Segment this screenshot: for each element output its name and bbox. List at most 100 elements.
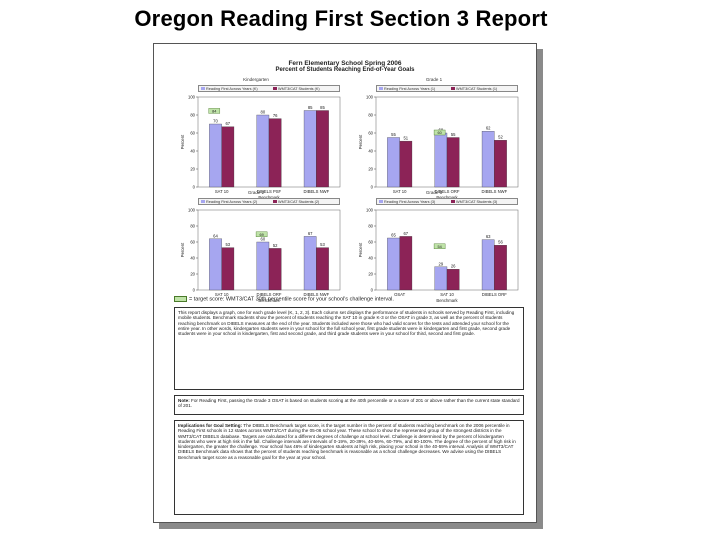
legend-swatch [379, 87, 383, 90]
legend-item-prior: Reading First Across Years (K) [201, 87, 258, 91]
y-tick-label: 20 [368, 167, 373, 172]
legend-swatch [451, 87, 455, 90]
implications-label: Implications for Goal Setting: [178, 423, 243, 428]
chart-legend: Reading First Across Years (K) WMT3/CAT … [198, 85, 340, 92]
legend-swatch [379, 200, 383, 203]
target-marker [255, 231, 268, 237]
legend-label: WMT3/CAT Students (2) [278, 199, 320, 204]
bar-value-label: 64 [213, 233, 218, 238]
bar [434, 266, 448, 291]
y-tick-label: 0 [193, 288, 196, 293]
bar [481, 239, 495, 291]
bar-value-label: 53 [225, 242, 230, 247]
bar [494, 245, 507, 291]
bar-value-label: 85 [308, 105, 313, 110]
bar [446, 137, 460, 188]
bar-chart: 0 20 40 60 80 100 Percent 64 53 SAT 10 60 52 69 DIBEL… [180, 208, 341, 303]
description-text: This report displays a graph, one for ea… [178, 310, 515, 337]
x-tick-label: SAT 10 [440, 292, 454, 297]
x-tick-label: DIBELS ORF [435, 189, 460, 194]
y-tick-label: 20 [190, 167, 195, 172]
legend-label: Reading First Across Years (2) [206, 199, 258, 204]
x-tick-label: SAT 10 [215, 189, 229, 194]
y-tick-label: 20 [368, 272, 373, 277]
y-tick-label: 100 [366, 208, 374, 213]
target-marker [433, 129, 446, 136]
bar-value-label: 85 [320, 105, 325, 110]
chart-panel-grade3: Grade 3 Reading First Across Years (3) W… [346, 190, 522, 320]
bar [256, 241, 270, 291]
target-value-label: 54 [437, 245, 441, 249]
bar-value-label: 63 [486, 234, 491, 239]
legend-item-prior: Reading First Across Years (1) [379, 87, 435, 91]
bar [399, 236, 413, 291]
chart-panel-kindergarten: Kindergarten Reading First Across Years … [168, 77, 344, 207]
bar [303, 236, 317, 291]
bar [399, 140, 413, 188]
bar-value-label: 51 [403, 136, 408, 141]
panel-title: Grade 2 [247, 190, 265, 195]
y-tick-label: 40 [368, 256, 373, 261]
legend-item-current: WMT3/CAT Students (1) [451, 87, 497, 91]
target-swatch [174, 296, 187, 302]
bar-value-label: 55 [391, 132, 396, 137]
report-document: Fern Elementary School Spring 2006 Perce… [153, 43, 537, 523]
legend-swatch [201, 87, 205, 90]
bar [268, 118, 282, 188]
legend-item-current: WMT3/CAT Students (3) [451, 200, 497, 204]
implications-box: Implications for Goal Setting: The DIBEL… [174, 420, 524, 515]
x-axis-label: Benchmark [258, 195, 280, 200]
target-marker [208, 108, 221, 114]
bar [209, 123, 222, 188]
bar [316, 110, 329, 188]
x-tick-label: DIBELS NWF [304, 292, 330, 297]
y-tick-label: 40 [368, 149, 373, 154]
bar-value-label: 29 [439, 261, 444, 266]
y-axis-label: Percent [358, 134, 363, 149]
bar [221, 247, 235, 291]
bar-value-label: 80 [261, 110, 266, 115]
legend-item-prior: Reading First Across Years (3) [379, 200, 435, 204]
chart-legend: Reading First Across Years (2) WMT3/CAT … [198, 198, 340, 205]
y-tick-label: 60 [190, 240, 195, 245]
bar-value-label: 67 [308, 231, 313, 236]
legend-swatch [201, 200, 205, 203]
legend-swatch [451, 200, 455, 203]
bar-value-label: 70 [213, 119, 218, 124]
y-tick-label: 100 [188, 208, 196, 213]
target-legend-text: = target score: WMT3/CAT 30th percentile… [189, 296, 394, 303]
bar [446, 269, 460, 291]
note-box: Note: For Reading First, passing the Gra… [174, 395, 524, 415]
x-tick-label: DIBELS NWF [482, 189, 508, 194]
bar [303, 110, 317, 188]
report-heading: Fern Elementary School Spring 2006 [288, 60, 402, 67]
target-value-label: 84 [212, 109, 216, 113]
legend-label: WMT3/CAT Students (K) [278, 86, 320, 91]
y-tick-label: 40 [190, 149, 195, 154]
x-tick-label: DIBELS ORF [482, 292, 507, 297]
legend-label: WMT3/CAT Students (1) [456, 86, 498, 91]
y-tick-label: 60 [368, 131, 373, 136]
y-tick-label: 100 [188, 95, 196, 100]
bar-value-label: 52 [273, 243, 278, 248]
y-axis-label: Percent [180, 134, 185, 149]
bar [209, 238, 222, 291]
chart-legend: Reading First Across Years (3) WMT3/CAT … [376, 198, 518, 205]
bar-value-label: 60 [261, 237, 266, 242]
legend-label: WMT3/CAT Students (3) [456, 199, 498, 204]
x-axis-label: Benchmark [258, 298, 280, 303]
legend-item-current: WMT3/CAT Students (K) [273, 87, 320, 91]
x-tick-label: SAT 10 [393, 189, 407, 194]
x-tick-label: DIBELS ORF [257, 292, 282, 297]
x-axis-label: Benchmark [436, 195, 458, 200]
bar [387, 237, 400, 291]
note-text: For Reading First, passing the Grade 3 O… [178, 398, 520, 409]
bar [316, 247, 329, 291]
bar-value-label: 26 [451, 264, 456, 269]
panel-title: Kindergarten [243, 77, 269, 82]
legend-swatch [273, 87, 277, 90]
y-tick-label: 0 [193, 185, 196, 190]
legend-item-prior: Reading First Across Years (2) [201, 200, 257, 204]
bar-value-label: 56 [498, 240, 503, 245]
y-tick-label: 80 [190, 224, 195, 229]
